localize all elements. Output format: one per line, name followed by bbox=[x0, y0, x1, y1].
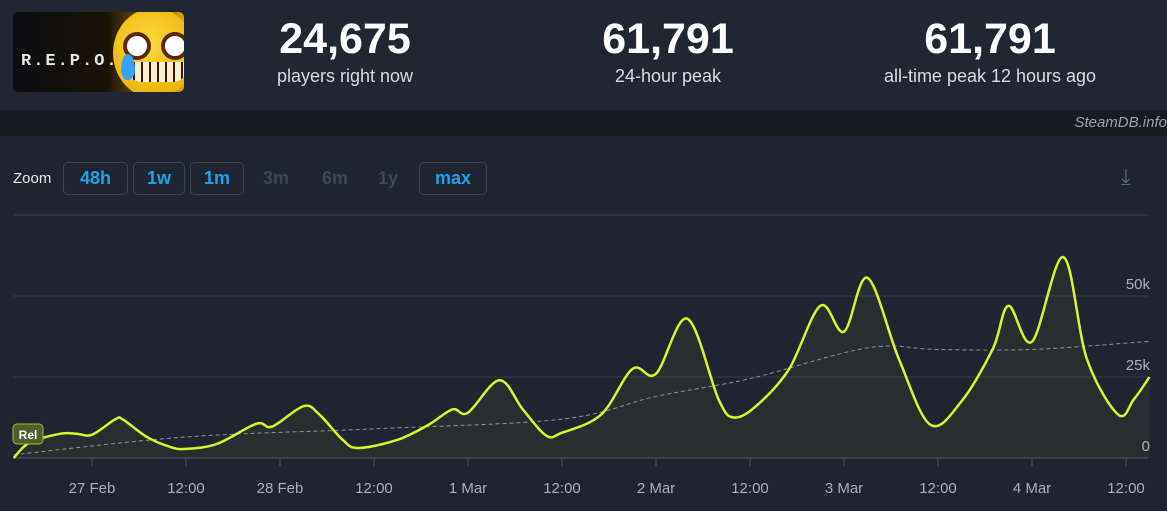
stat-24h-peak: 61,791 24-hour peak bbox=[568, 14, 768, 88]
zoom-6m-button: 6m bbox=[321, 168, 348, 188]
data-point[interactable] bbox=[713, 394, 725, 406]
separator-band bbox=[0, 110, 1167, 136]
x-tick-label: 1 Mar bbox=[449, 480, 487, 497]
x-tick-label: 27 Feb bbox=[69, 480, 116, 497]
x-tick-label: 4 Mar bbox=[1013, 480, 1051, 497]
average-line bbox=[13, 340, 1150, 456]
data-point[interactable] bbox=[141, 431, 153, 443]
data-point[interactable] bbox=[595, 409, 607, 421]
release-marker-label: Rel bbox=[19, 428, 38, 442]
x-tick-label: 2 Mar bbox=[637, 480, 675, 497]
data-point[interactable] bbox=[1026, 336, 1038, 348]
game-logo[interactable]: R.E.P.O. bbox=[13, 12, 184, 92]
y-tick-label: 25k bbox=[1126, 357, 1151, 374]
data-point[interactable] bbox=[8, 452, 20, 464]
data-point[interactable] bbox=[493, 374, 505, 386]
stat-label: all-time peak 12 hours ago bbox=[883, 66, 1097, 86]
data-point[interactable] bbox=[838, 326, 850, 338]
player-count-line bbox=[12, 255, 1151, 459]
data-point[interactable] bbox=[783, 363, 795, 375]
data-point[interactable] bbox=[1144, 371, 1156, 383]
data-point[interactable] bbox=[924, 419, 936, 431]
series-area bbox=[13, 257, 1150, 458]
data-point[interactable] bbox=[251, 418, 263, 430]
data-point[interactable] bbox=[815, 300, 827, 312]
y-tick-label: 50k bbox=[1126, 276, 1151, 293]
stat-label: players right now bbox=[276, 66, 414, 86]
zoom-label: Zoom bbox=[13, 170, 52, 187]
zoom-max-button[interactable]: max bbox=[419, 162, 487, 195]
data-point[interactable] bbox=[392, 434, 404, 446]
data-point[interactable] bbox=[446, 403, 458, 415]
data-point[interactable] bbox=[211, 438, 223, 450]
data-point[interactable] bbox=[298, 400, 310, 412]
data-point[interactable] bbox=[86, 429, 98, 441]
data-point[interactable] bbox=[862, 272, 874, 284]
data-point[interactable] bbox=[337, 434, 349, 446]
data-point[interactable] bbox=[1057, 251, 1069, 263]
data-point[interactable] bbox=[1128, 393, 1140, 405]
zoom-48h-button[interactable]: 48h bbox=[63, 162, 128, 195]
stat-value: 61,791 bbox=[602, 15, 734, 63]
data-point[interactable] bbox=[517, 403, 529, 415]
data-point[interactable] bbox=[627, 363, 639, 375]
data-point[interactable] bbox=[1081, 353, 1093, 365]
x-tick-label: 12:00 bbox=[167, 480, 205, 497]
data-point[interactable] bbox=[728, 412, 740, 424]
stat-value: 24,675 bbox=[279, 15, 411, 63]
data-point[interactable] bbox=[313, 408, 325, 420]
data-point[interactable] bbox=[352, 442, 364, 454]
data-point[interactable] bbox=[556, 427, 568, 439]
header: R.E.P.O. 24,675 players right now 61,791… bbox=[0, 0, 1167, 110]
stat-all-time-peak: 61,791 all-time peak 12 hours ago bbox=[850, 14, 1130, 88]
data-point[interactable] bbox=[1003, 300, 1015, 312]
y-tick-label: 0 bbox=[1142, 438, 1150, 455]
download-icon[interactable]: ⤓ bbox=[1121, 164, 1131, 189]
stat-current-players: 24,675 players right now bbox=[245, 14, 445, 88]
x-tick-label: 12:00 bbox=[355, 480, 393, 497]
stat-value: 61,791 bbox=[924, 15, 1056, 63]
emoji-face-icon bbox=[113, 12, 184, 92]
release-marker[interactable] bbox=[12, 423, 44, 445]
data-point[interactable] bbox=[1112, 409, 1124, 421]
data-point[interactable] bbox=[893, 353, 905, 365]
data-point[interactable] bbox=[117, 414, 129, 426]
x-tick-label: 12:00 bbox=[1107, 480, 1145, 497]
x-tick-label: 28 Feb bbox=[257, 480, 304, 497]
data-point[interactable] bbox=[752, 399, 764, 411]
zoom-1y-button: 1y bbox=[377, 168, 399, 188]
data-point[interactable] bbox=[164, 441, 176, 453]
data-point[interactable] bbox=[650, 368, 662, 380]
x-tick-label: 3 Mar bbox=[825, 480, 863, 497]
data-point[interactable] bbox=[55, 428, 67, 440]
zoom-1w-button[interactable]: 1w bbox=[133, 162, 185, 195]
data-point[interactable] bbox=[266, 421, 278, 433]
zoom-1m-button[interactable]: 1m bbox=[190, 162, 244, 195]
data-point[interactable] bbox=[540, 430, 552, 442]
data-point[interactable] bbox=[180, 443, 192, 455]
credit-link[interactable]: SteamDB.info bbox=[1074, 114, 1167, 131]
data-point[interactable] bbox=[987, 343, 999, 355]
data-point[interactable] bbox=[956, 395, 968, 407]
x-tick-label: 12:00 bbox=[543, 480, 581, 497]
data-point[interactable] bbox=[423, 419, 435, 431]
zoom-3m-button: 3m bbox=[262, 168, 289, 188]
logo-text: R.E.P.O. bbox=[21, 52, 119, 71]
data-point[interactable] bbox=[681, 313, 693, 325]
data-point[interactable] bbox=[70, 428, 82, 440]
x-tick-label: 12:00 bbox=[731, 480, 769, 497]
stat-label: 24-hour peak bbox=[614, 66, 722, 86]
data-point[interactable] bbox=[462, 407, 474, 419]
x-tick-label: 12:00 bbox=[919, 480, 957, 497]
